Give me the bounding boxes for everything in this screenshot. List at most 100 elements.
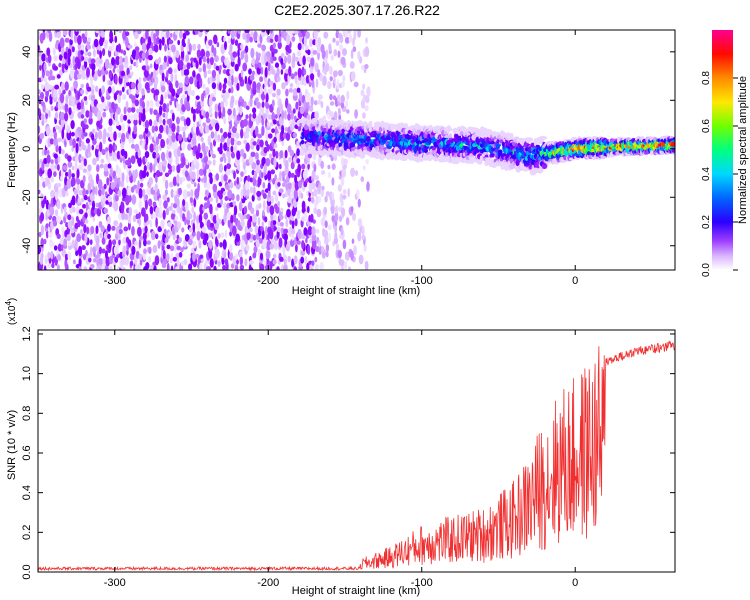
heatmap-cell: [393, 124, 399, 129]
heatmap-cell: [306, 92, 311, 103]
heatmap-cell: [307, 206, 310, 214]
heatmap-cell: [296, 140, 301, 147]
heatmap-cell: [348, 266, 351, 270]
heatmap-cell: [137, 180, 140, 191]
heatmap-cell: [110, 182, 116, 190]
heatmap-cell: [161, 72, 165, 82]
heatmap-cell: [301, 163, 306, 170]
heatmap-cell: [280, 207, 284, 213]
heatmap-cell: [133, 30, 136, 33]
heatmap-cell: [288, 88, 293, 93]
heatmap-cell: [273, 136, 277, 143]
heatmap-cell: [308, 105, 314, 112]
heatmap-cell: [362, 112, 366, 119]
heatmap-cell: [44, 81, 50, 92]
heatmap-cell: [46, 178, 50, 185]
heatmap-cell: [68, 90, 71, 96]
heatmap-cell: [150, 30, 155, 41]
heatmap-cell: [67, 128, 71, 134]
heatmap-cell: [272, 178, 276, 185]
heatmap-cell: [303, 68, 307, 76]
heatmap-cell: [331, 215, 335, 223]
heatmap-cell: [251, 194, 255, 202]
heatmap-cell: [146, 232, 150, 238]
heatmap-cell: [176, 116, 180, 125]
heatmap-cell: [160, 151, 166, 162]
heatmap-cell: [100, 225, 105, 233]
heatmap-cell: [278, 188, 284, 193]
heatmap-cell: [199, 77, 203, 89]
heatmap-cell: [192, 136, 197, 147]
heatmap-cell: [74, 238, 78, 249]
heatmap-cell: [83, 132, 88, 137]
heatmap-cell: [50, 163, 55, 171]
heatmap-cell: [310, 57, 315, 67]
heatmap-cell: [78, 257, 82, 267]
heatmap-cell: [158, 56, 162, 64]
heatmap-cell: [503, 162, 508, 167]
heatmap-cell: [107, 223, 111, 232]
heatmap-cell: [149, 135, 153, 140]
heatmap-cell: [244, 75, 248, 85]
heatmap-cell: [64, 81, 69, 91]
heatmap-cell: [125, 75, 129, 83]
heatmap-cell: [188, 263, 193, 270]
heatmap-cell: [258, 203, 262, 209]
heatmap-cell: [81, 144, 87, 151]
heatmap-cell: [123, 114, 128, 121]
heatmap-cell: [54, 84, 60, 90]
heatmap-cell: [191, 230, 196, 237]
heatmap-cell: [267, 88, 271, 95]
heatmap-cell: [95, 85, 99, 93]
heatmap-cell: [276, 220, 281, 227]
heatmap-cell: [343, 261, 348, 270]
heatmap-cell: [279, 150, 284, 159]
heatmap-cell: [275, 150, 279, 159]
heatmap-cell: [112, 239, 117, 246]
heatmap-cell: [333, 49, 338, 57]
heatmap-cell: [313, 188, 318, 198]
heatmap-cell: [267, 233, 270, 241]
heatmap-cell: [366, 181, 370, 192]
heatmap-cell: [292, 108, 296, 114]
heatmap-cell: [320, 101, 324, 109]
heatmap-cell: [56, 215, 62, 224]
heatmap-cell: [212, 214, 218, 224]
heatmap-cell: [97, 130, 103, 140]
heatmap-cell: [178, 187, 182, 196]
heatmap-cell: [182, 168, 186, 176]
heatmap-cell: [138, 217, 141, 227]
heatmap-cell: [184, 75, 190, 86]
heatmap-cell: [151, 125, 155, 134]
heatmap-cell: [231, 151, 235, 159]
heatmap-cell: [197, 143, 201, 154]
heatmap-cell: [295, 101, 299, 110]
heatmap-cell: [148, 177, 153, 186]
heatmap-cell: [171, 88, 176, 97]
heatmap-cell: [100, 158, 105, 164]
heatmap-cell: [96, 109, 102, 121]
heatmap-cell: [57, 155, 61, 164]
heatmap-cell: [170, 72, 174, 83]
heatmap-cell: [50, 159, 54, 164]
heatmap-cell: [284, 110, 287, 120]
heatmap-cell: [181, 156, 186, 167]
heatmap-cell: [276, 67, 280, 78]
heatmap-cell: [255, 163, 260, 174]
heatmap-cell: [286, 34, 291, 45]
heatmap-cell: [106, 132, 110, 138]
heatmap-cell: [365, 136, 371, 143]
heatmap-cell: [162, 194, 168, 201]
heatmap-cell: [98, 58, 103, 65]
heatmap-cell: [50, 176, 54, 183]
heatmap-cell: [198, 168, 204, 176]
heatmap-cell: [192, 112, 196, 123]
heatmap-cell: [185, 54, 190, 62]
heatmap-cell: [276, 266, 280, 270]
heatmap-cell: [70, 96, 74, 102]
heatmap-cell: [185, 68, 190, 76]
heatmap-cell: [314, 256, 318, 263]
heatmap-cell: [272, 42, 277, 49]
heatmap-cell: [85, 189, 89, 195]
heatmap-cell: [47, 30, 52, 34]
